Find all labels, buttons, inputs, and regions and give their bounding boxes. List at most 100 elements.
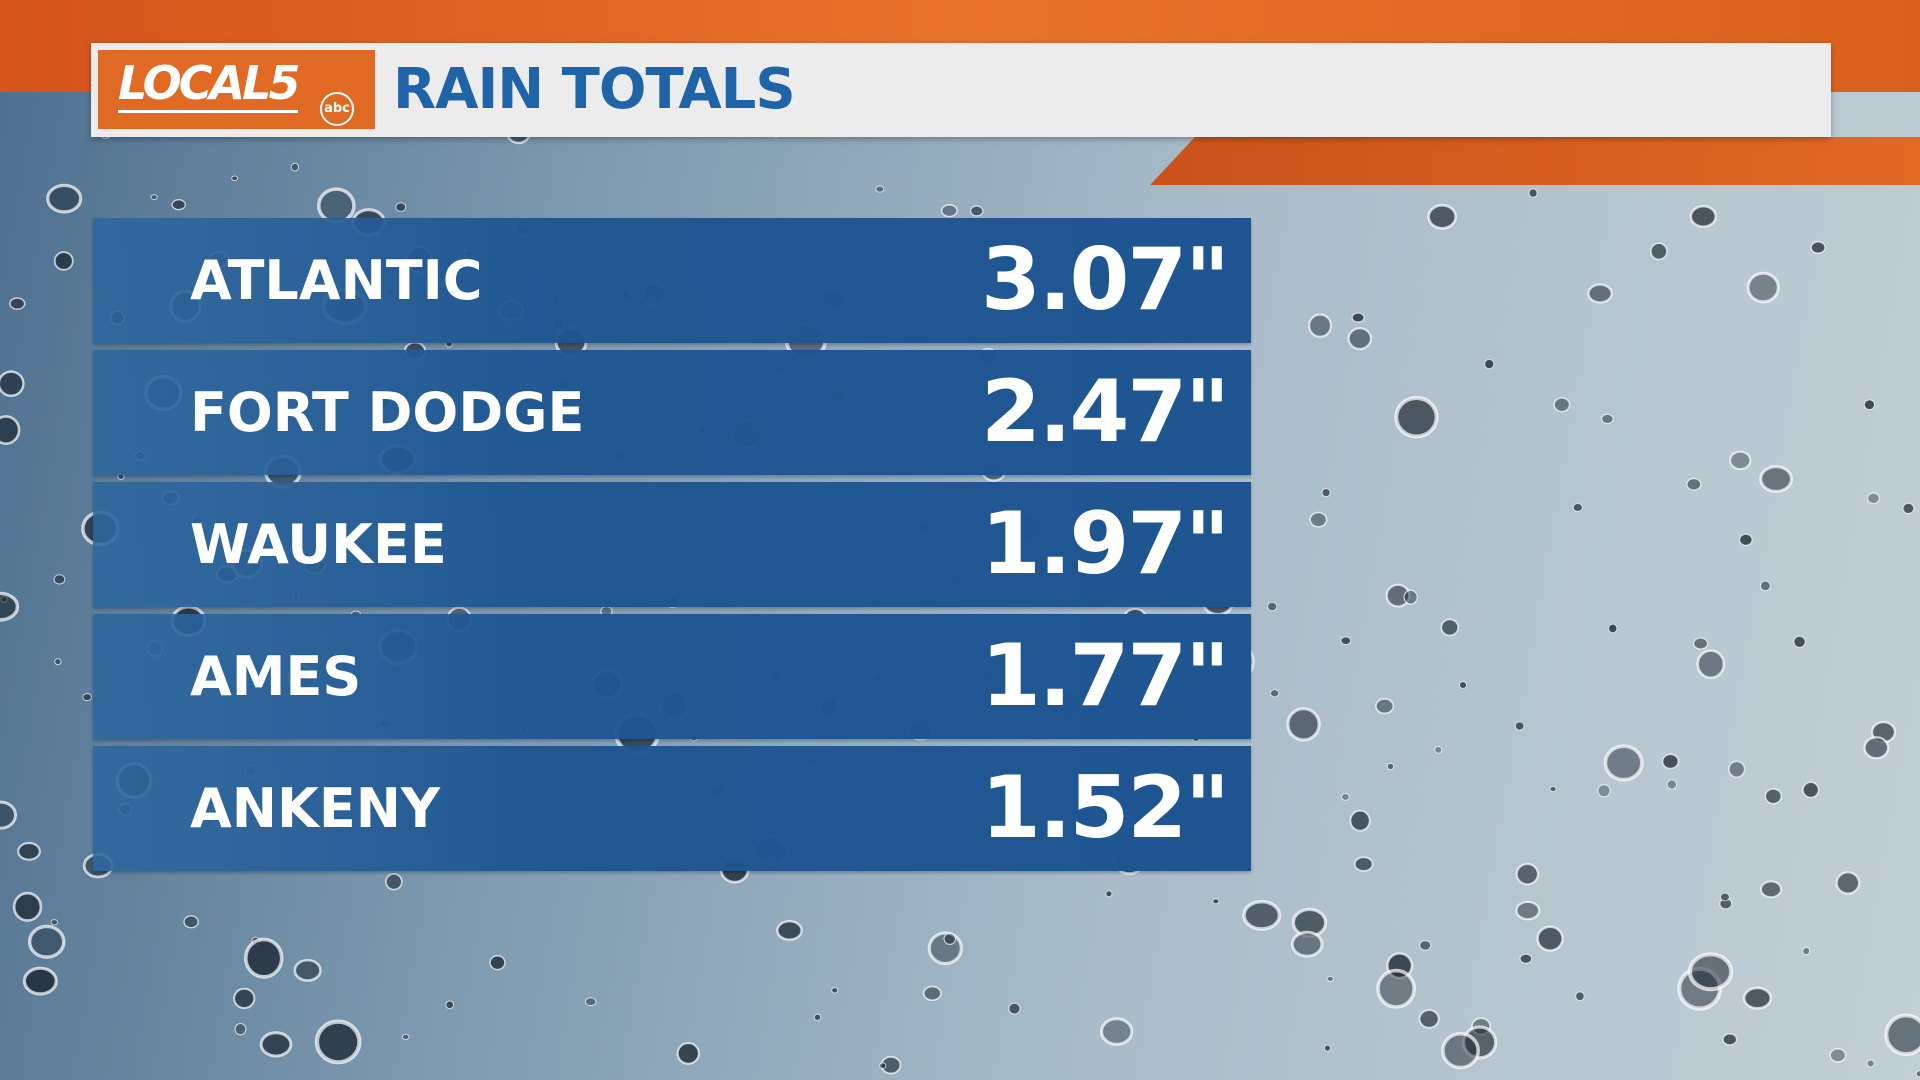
raindrop [1866, 492, 1880, 505]
raindrop [1385, 583, 1411, 608]
raindrop [1528, 188, 1538, 198]
raindrop [1212, 898, 1220, 905]
rain-total: 1.77" [981, 626, 1230, 726]
raindrop [1291, 907, 1328, 938]
raindrop [1835, 871, 1861, 895]
raindrop [445, 1000, 455, 1010]
raindrop [1863, 399, 1876, 411]
raindrop [46, 183, 83, 214]
raindrop [12, 891, 43, 922]
raindrop [1608, 623, 1618, 634]
location: AMES [190, 645, 362, 708]
raindrop [1340, 792, 1350, 801]
raindrop [0, 415, 21, 445]
raindrop [1686, 477, 1702, 491]
raindrop [927, 931, 963, 966]
raindrop [9, 297, 26, 310]
raindrop [171, 199, 186, 211]
title: RAIN TOTALS [393, 57, 796, 122]
raindrop [943, 932, 957, 945]
rain-total: 1.97" [981, 494, 1230, 594]
raindrop [1290, 930, 1324, 958]
raindrop [1902, 502, 1915, 515]
raindrop [0, 800, 17, 830]
raindrop [1353, 856, 1374, 872]
raindrop [1759, 880, 1783, 899]
raindrop [1719, 892, 1731, 902]
location: WAUKEE [190, 513, 447, 576]
raindrop [1351, 312, 1365, 323]
header-bar: LOCAL5 abc RAIN TOTALS [91, 43, 1831, 137]
raindrop [53, 574, 66, 585]
raindrop [1347, 327, 1373, 351]
raindrop [1722, 1033, 1738, 1046]
raindrop [1661, 753, 1680, 770]
rain-total: 3.07" [981, 230, 1230, 330]
raindrop [922, 985, 942, 1002]
raindrop [27, 924, 66, 959]
table-row: FORT DODGE 2.47" [93, 350, 1251, 475]
raindrop [1484, 358, 1495, 370]
raindrop [54, 658, 62, 666]
raindrop [1403, 589, 1418, 605]
raindrop [1729, 450, 1752, 471]
raindrop [1326, 975, 1334, 982]
raindrop [1323, 1044, 1331, 1052]
raindrop [1307, 313, 1333, 338]
table-row: ANKENY 1.52" [93, 746, 1251, 871]
raindrop [1597, 784, 1611, 798]
table-row: AMES 1.77" [93, 614, 1251, 739]
raindrop [1349, 809, 1371, 832]
raindrop [1687, 952, 1734, 992]
raindrop [1863, 736, 1890, 760]
raindrop [1760, 580, 1771, 592]
raindrop [293, 958, 322, 982]
raindrop [1394, 395, 1439, 439]
raindrop [395, 202, 407, 212]
raindrop [584, 997, 597, 1007]
raindrop [1515, 862, 1540, 886]
raindrop [1915, 1070, 1920, 1078]
raindrop [1759, 465, 1794, 493]
raindrop [1267, 601, 1278, 612]
raindrop [1376, 968, 1416, 1009]
raindrop [1689, 205, 1718, 228]
logo: LOCAL5 abc [98, 50, 375, 129]
raindrop [1386, 762, 1395, 770]
raindrop [1692, 637, 1709, 650]
raindrop [1575, 991, 1585, 1002]
raindrop [1458, 681, 1468, 689]
raindrop [290, 162, 300, 172]
raindrop [1742, 986, 1773, 1010]
raindrop [1340, 636, 1352, 645]
raindrop [231, 175, 239, 182]
raindrop [50, 919, 59, 926]
raindrop [233, 987, 256, 1010]
raindrop [676, 1042, 701, 1065]
raindrop [1519, 953, 1533, 964]
raindrop [1105, 890, 1113, 898]
raindrop [489, 955, 506, 971]
raindrop [259, 1031, 293, 1058]
raindrop [1884, 1013, 1920, 1057]
raindrop [1666, 779, 1678, 790]
raindrop [1321, 488, 1331, 498]
table-row: WAUKEE 1.97" [93, 482, 1251, 607]
raindrop [1746, 271, 1780, 304]
raindrop [22, 966, 58, 996]
raindrop [1802, 781, 1820, 799]
raindrop [385, 873, 403, 891]
raindrop [1802, 946, 1811, 956]
raindrop [17, 841, 41, 861]
raindrop [1764, 788, 1783, 805]
raindrop [1728, 760, 1746, 779]
raindrop [776, 920, 803, 941]
raindrop [831, 987, 839, 994]
raindrop [1793, 635, 1806, 648]
raindrop [1434, 745, 1443, 754]
raindrop [1099, 1017, 1134, 1046]
table-row: ATLANTIC 3.07" [93, 218, 1251, 343]
raindrop [1587, 283, 1613, 304]
raindrop [314, 1019, 362, 1065]
